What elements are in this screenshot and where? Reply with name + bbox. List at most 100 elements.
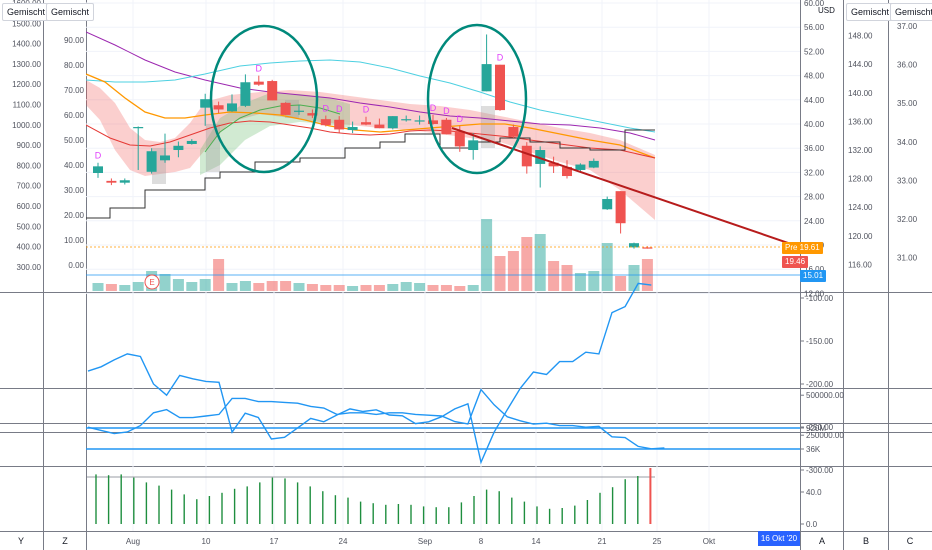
price-tag: Pre 19.61: [782, 242, 823, 254]
axis-tick-label: 136.00: [848, 117, 873, 126]
candle: [106, 178, 117, 186]
volume-bar: [132, 282, 144, 291]
axis-tick-label: 120.00: [848, 232, 873, 241]
candle: [414, 115, 425, 125]
candle: [588, 158, 599, 169]
axis-tick-label: 40.00: [804, 120, 825, 129]
axis-tick-label: 48.00: [804, 72, 825, 81]
red-cloud: [86, 80, 655, 220]
volume-bar: [280, 281, 292, 291]
axis-left-inner: 90.00 80.00 70.00 60.00 50.00 40.00 30.00 20.00…: [64, 36, 85, 270]
dividend-marker: D: [443, 106, 450, 116]
candle: [548, 156, 559, 174]
volume-bar: [601, 243, 613, 291]
scale-button-right-outer[interactable]: Gemischt: [890, 3, 932, 21]
candle: [535, 146, 546, 188]
volume-bar: [320, 285, 332, 291]
candle: [240, 74, 251, 108]
volume-bar: [521, 237, 533, 291]
axis-tick-label: 60.00: [804, 0, 825, 8]
candle: [481, 34, 492, 92]
date-marker[interactable]: 16 Okt '20: [758, 531, 800, 546]
axis-tick-label: 28.00: [804, 193, 825, 202]
scale-button-right-inner[interactable]: Gemischt: [846, 3, 895, 21]
dividend-marker: D: [497, 53, 504, 63]
axis-tick-label: 900.00: [17, 141, 42, 150]
candle: [280, 102, 291, 115]
currency-label: USD: [818, 6, 835, 15]
volume-bar: [454, 286, 466, 291]
highlight-ellipse-2[interactable]: [426, 23, 528, 175]
candle: [562, 160, 572, 179]
axis-tick-label: 250000.00: [806, 431, 844, 440]
ma-red: [86, 120, 656, 159]
x-axis-label: Aug: [126, 537, 140, 546]
axis-tick-label: 32.00: [804, 168, 825, 177]
axis-tick-label: 36.00: [897, 61, 918, 70]
axis-tick-label: 30.00: [64, 186, 85, 195]
ma-purple: [86, 31, 656, 141]
volume-bar: [588, 271, 600, 291]
volume-bar: [481, 219, 493, 291]
volume-bar: [92, 283, 104, 291]
axis-tick-label: 800.00: [17, 161, 42, 170]
candle: [160, 133, 170, 163]
dividend-marker: D: [336, 104, 343, 114]
bottom-letter-a: A: [819, 536, 825, 546]
candle: [253, 75, 264, 86]
volume-bar: [105, 284, 117, 291]
axis-left-outer: 1600.001500.001400.001300.001200.001100.…: [12, 0, 41, 272]
axis-tick-label: 1500.00: [12, 19, 41, 28]
x-axis-label: 25: [653, 537, 662, 546]
axis-tick-label: 80.00: [64, 61, 85, 70]
candle: [615, 191, 626, 234]
axis-tick-label: 36.00: [804, 144, 825, 153]
candle: [307, 109, 318, 118]
candle: [495, 64, 505, 111]
axis-tick-label: 50.00: [64, 136, 85, 145]
candle: [93, 162, 103, 178]
volume-bar: [574, 273, 586, 291]
dividend-marker: D: [95, 151, 102, 161]
axis-tick-label: 500.00: [17, 222, 42, 231]
scale-button-left-inner[interactable]: Gemischt: [46, 3, 95, 21]
candle: [468, 133, 479, 160]
scale-button-left-outer[interactable]: Gemischt: [2, 3, 51, 21]
volume-bar: [226, 283, 238, 291]
axis-right-outer: 37.00 36.00 35.00 34.00 33.00 32.00 31.00: [897, 22, 918, 263]
candle: [575, 163, 586, 172]
candle: [602, 196, 613, 210]
axis-tick-label: 33.00: [897, 176, 918, 185]
ma-cyan: [86, 59, 656, 133]
axis-tick-label: -300.00: [806, 466, 834, 475]
dividend-marker: D: [256, 64, 263, 74]
x-axis-label: 8: [479, 537, 484, 546]
volume-bar: [548, 261, 560, 291]
candle: [294, 104, 304, 115]
x-axis-label: 10: [202, 537, 211, 546]
axis-tick-label: 34.00: [897, 138, 918, 147]
volume-bar: [333, 285, 345, 291]
candle: [173, 141, 184, 158]
candle: [186, 139, 197, 145]
highlight-ellipse-1[interactable]: [209, 24, 319, 174]
axis-tick-label: 1400.00: [12, 40, 41, 49]
bottom-letter-y: Y: [18, 536, 24, 546]
dividend-markers: DDD D D D DDD: [95, 53, 504, 161]
axis-tick-label: 140.00: [848, 89, 873, 98]
volume-bar: [266, 281, 278, 291]
volume-bar: [427, 285, 439, 291]
candle: [629, 242, 639, 249]
candlesticks: [93, 34, 653, 249]
trend-line[interactable]: [451, 127, 800, 248]
x-axis-label: Sep: [418, 537, 433, 546]
volume-bar: [159, 274, 171, 291]
candle: [508, 124, 519, 138]
axis-tick-label: 1100.00: [13, 101, 42, 110]
bottom-letter-z: Z: [62, 536, 68, 546]
axis-tick-label: 56.00: [804, 23, 825, 32]
volume-bar: [239, 281, 251, 291]
event-marker[interactable]: E: [144, 274, 160, 290]
